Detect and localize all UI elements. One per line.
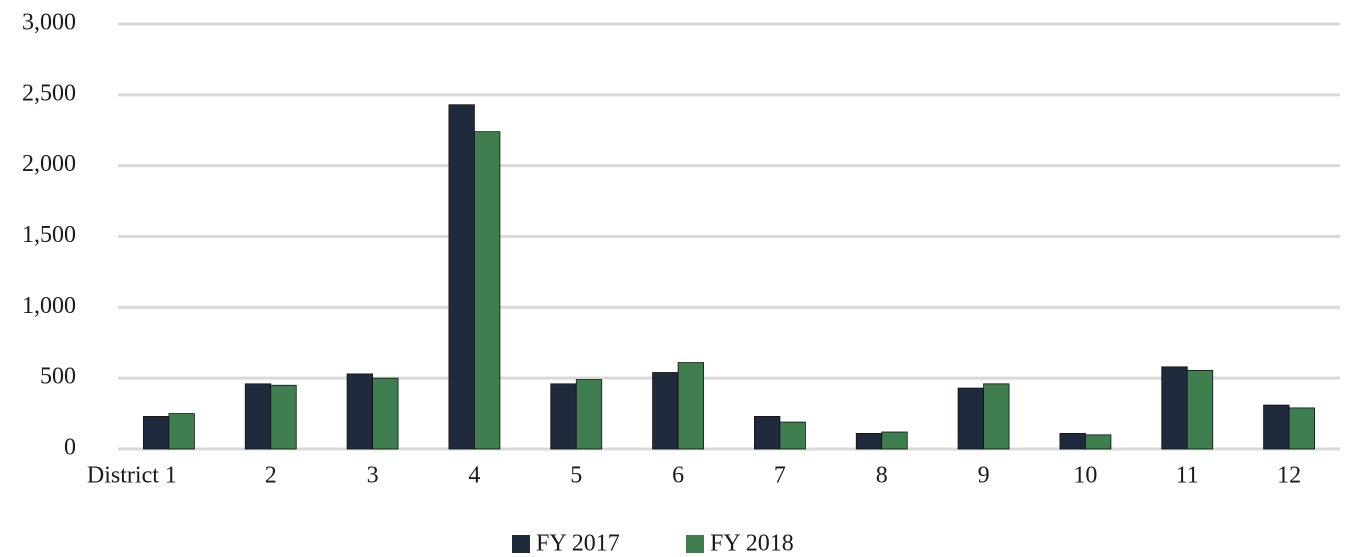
bar bbox=[677, 362, 704, 450]
bar bbox=[1085, 434, 1112, 450]
bar bbox=[754, 416, 781, 450]
y-tick-label: 3,000 bbox=[22, 10, 76, 36]
x-tick-label: 11 bbox=[1176, 463, 1199, 489]
y-tick-label: 2,000 bbox=[22, 151, 76, 177]
bar bbox=[652, 372, 679, 450]
x-tick-label: 9 bbox=[978, 463, 990, 489]
bar bbox=[244, 383, 272, 450]
y-tick-label: 0 bbox=[64, 435, 76, 461]
x-tick-label: 4 bbox=[468, 463, 480, 489]
bar bbox=[448, 104, 475, 450]
bar bbox=[957, 387, 984, 450]
x-tick-label: 5 bbox=[570, 463, 582, 489]
bar bbox=[372, 377, 399, 450]
x-tick-label: 12 bbox=[1277, 463, 1301, 489]
bar bbox=[855, 433, 883, 450]
legend-swatch bbox=[686, 535, 704, 553]
bar bbox=[881, 431, 908, 450]
y-tick-label: 2,500 bbox=[22, 80, 76, 106]
bar bbox=[1186, 369, 1214, 450]
bar bbox=[779, 421, 806, 450]
bar bbox=[346, 373, 373, 450]
y-tick-label: 500 bbox=[40, 364, 76, 390]
x-tick-label: 8 bbox=[876, 463, 888, 489]
x-tick-label: 3 bbox=[367, 463, 379, 489]
legend-label: FY 2017 bbox=[536, 531, 620, 557]
x-tick-label: 6 bbox=[672, 463, 684, 489]
bar bbox=[550, 383, 577, 450]
bar bbox=[270, 384, 297, 450]
bar bbox=[143, 416, 170, 450]
legend-label: FY 2018 bbox=[710, 531, 794, 557]
bar bbox=[575, 379, 603, 450]
bar bbox=[1288, 407, 1315, 450]
bar bbox=[983, 383, 1010, 450]
bar bbox=[1161, 366, 1188, 450]
y-tick-label: 1,500 bbox=[22, 222, 76, 248]
bar bbox=[1059, 433, 1086, 450]
bar bbox=[474, 131, 501, 450]
x-tick-label: District 1 bbox=[87, 463, 177, 489]
bar bbox=[168, 413, 195, 450]
y-tick-label: 1,000 bbox=[22, 293, 76, 319]
x-tick-label: 2 bbox=[265, 463, 277, 489]
x-tick-label: 10 bbox=[1073, 463, 1097, 489]
legend-swatch bbox=[512, 535, 530, 553]
bar bbox=[1263, 404, 1290, 450]
x-tick-label: 7 bbox=[774, 463, 786, 489]
